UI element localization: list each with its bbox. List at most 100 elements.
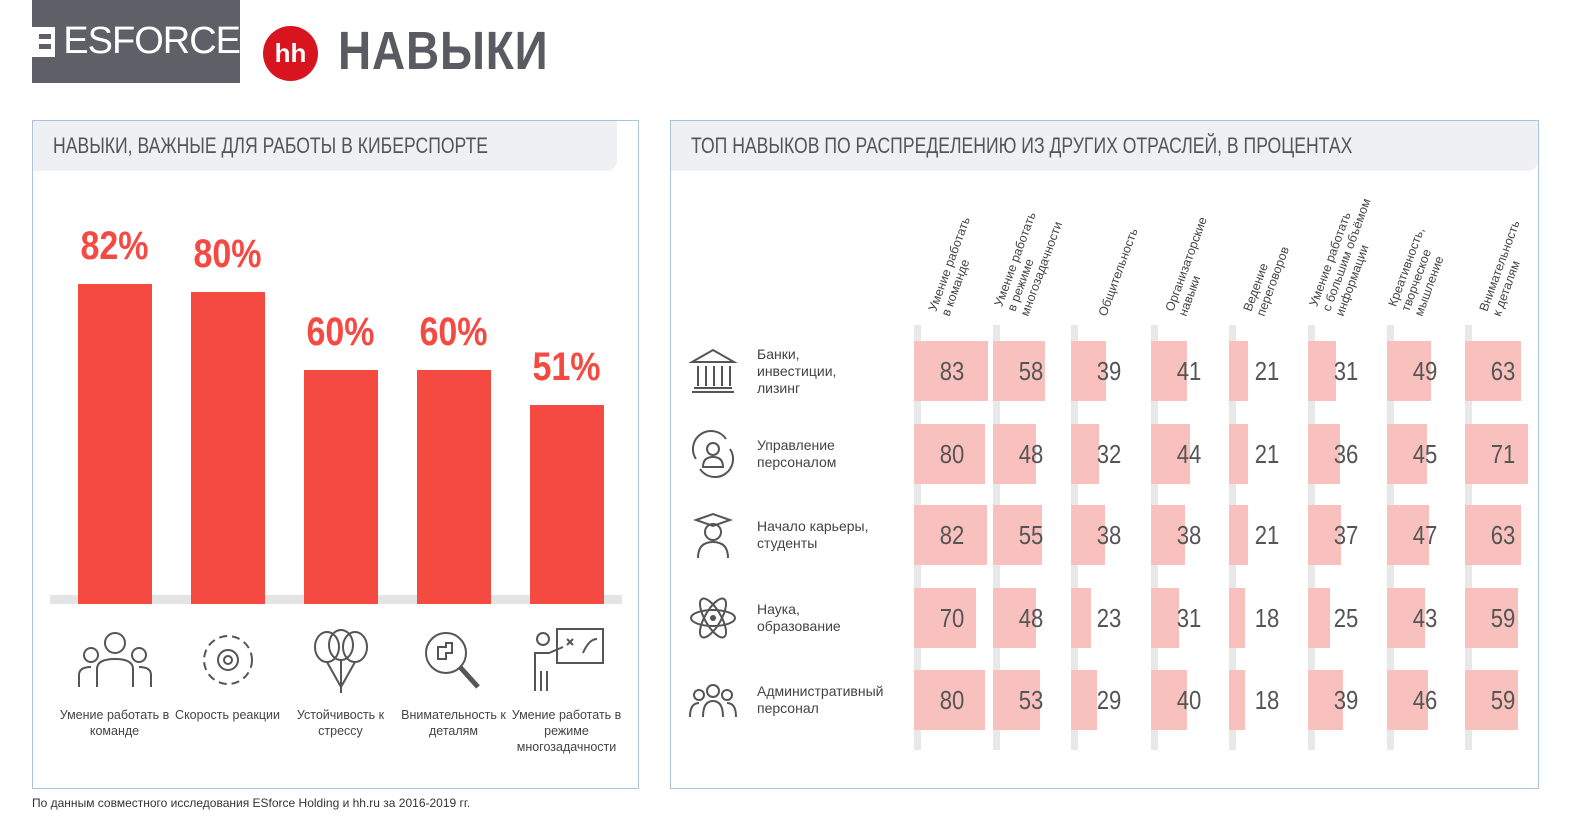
presenter-board-icon — [527, 625, 607, 695]
heatmap-cell — [1151, 424, 1191, 484]
bar — [78, 284, 152, 604]
left-panel-title: НАВЫКИ, ВАЖНЫЕ ДЛЯ РАБОТЫ В КИБЕРСПОРТЕ — [33, 121, 617, 171]
heatmap-cell — [1229, 341, 1248, 401]
row-label: Банки, инвестиции, лизинг — [757, 345, 837, 396]
heatmap-value: 63 — [1490, 520, 1516, 550]
bar-category-label: Внимательность к деталям — [401, 708, 506, 738]
heatmap-cell — [914, 424, 986, 484]
heatmap-value: 58 — [1018, 356, 1044, 386]
heatmap-value: 49 — [1412, 356, 1438, 386]
group-icon — [688, 675, 738, 725]
esforce-logo: ESFORCE — [32, 0, 241, 83]
heatmap-value: 32 — [1096, 439, 1122, 469]
heatmap-cell — [1387, 424, 1428, 484]
row-label: Управление персоналом — [757, 437, 837, 470]
heatmap-value: 83 — [939, 356, 965, 386]
heatmap-value: 31 — [1176, 603, 1202, 633]
heatmap-value: 45 — [1412, 439, 1438, 469]
hh-logo: hh — [263, 26, 318, 81]
heatmap-cell — [1071, 424, 1100, 484]
heatmap-cell — [1465, 670, 1518, 730]
heatmap-value: 47 — [1412, 520, 1438, 550]
heatmap-cell — [1229, 588, 1246, 648]
bar — [417, 370, 491, 604]
right-panel: ТОП НАВЫКОВ ПО РАСПРЕДЕЛЕНИЮ ИЗ ДРУГИХ О… — [670, 120, 1539, 789]
heatmap-cell — [1465, 424, 1529, 484]
footer-note: По данным совместного исследования ESfor… — [32, 796, 471, 810]
heatmap-cell — [1229, 505, 1248, 565]
heatmap-value: 63 — [1490, 356, 1516, 386]
heatmap-cell — [1308, 424, 1341, 484]
page-title: НАВЫКИ — [338, 21, 549, 81]
heatmap-value: 25 — [1333, 603, 1359, 633]
heatmap-cell — [1071, 670, 1097, 730]
graduate-icon — [688, 510, 738, 560]
heatmap-cell — [1151, 505, 1185, 565]
heatmap-value: 41 — [1176, 356, 1202, 386]
heatmap-cell — [993, 341, 1045, 401]
heatmap-value: 38 — [1176, 520, 1202, 550]
atom-icon — [688, 593, 738, 643]
heatmap-value: 29 — [1096, 685, 1122, 715]
bar — [304, 370, 378, 604]
heatmap-cell — [1387, 588, 1426, 648]
heatmap-cell — [1465, 341, 1522, 401]
heatmap-cell — [993, 505, 1042, 565]
heatmap-value: 71 — [1490, 439, 1516, 469]
row-label: Начало карьеры, студенты — [757, 518, 869, 551]
heatmap-value: 18 — [1254, 603, 1280, 633]
heatmap-value: 82 — [939, 520, 965, 550]
bank-icon — [688, 346, 738, 396]
heatmap-value: 39 — [1096, 356, 1122, 386]
heatmap-value: 48 — [1018, 603, 1044, 633]
bar-category-label: Умение работать в команде — [59, 708, 170, 738]
bar-category-label: Скорость реакции — [175, 708, 280, 722]
heatmap-value: 21 — [1254, 439, 1280, 469]
heatmap-cell — [1151, 588, 1179, 648]
esforce-e-icon — [32, 26, 56, 57]
heatmap-cell — [1387, 670, 1428, 730]
left-panel-title-text: НАВЫКИ, ВАЖНЫЕ ДЛЯ РАБОТЫ В КИБЕРСПОРТЕ — [53, 133, 488, 158]
heatmap-cell — [1071, 505, 1105, 565]
heatmap-cell — [1308, 670, 1343, 730]
bar — [530, 405, 604, 604]
heatmap-cell — [914, 505, 987, 565]
bar — [191, 292, 265, 604]
bar-category-label: Устойчивость к стрессу — [296, 708, 385, 738]
heatmap-value: 38 — [1096, 520, 1122, 550]
heatmap-cell — [1151, 341, 1188, 401]
heatmap-value: 23 — [1096, 603, 1122, 633]
heatmap-cell — [1387, 505, 1429, 565]
magnifier-puzzle-icon — [414, 625, 494, 695]
left-panel: НАВЫКИ, ВАЖНЫЕ ДЛЯ РАБОТЫ В КИБЕРСПОРТЕ — [32, 120, 639, 789]
heatmap-value: 70 — [939, 603, 965, 633]
heatmap-value: 39 — [1333, 685, 1359, 715]
heatmap-cell — [1308, 588, 1331, 648]
heatmap-value: 21 — [1254, 520, 1280, 550]
heatmap-value: 48 — [1018, 439, 1044, 469]
hr-person-cycle-icon — [688, 429, 738, 479]
heatmap-value: 43 — [1412, 603, 1438, 633]
row-label: Административный персонал — [757, 683, 884, 716]
heatmap-cell — [1071, 341, 1106, 401]
heatmap-value: 59 — [1490, 603, 1516, 633]
bar-value-label: 51% — [532, 345, 601, 390]
bar-category-label: Умение работать в режиме многозадачности — [511, 708, 622, 754]
heatmap-cell — [1387, 341, 1431, 401]
heatmap-value: 46 — [1412, 685, 1438, 715]
heatmap-cell — [1308, 505, 1341, 565]
bar-value-label: 60% — [419, 310, 488, 354]
heatmap-cell — [993, 670, 1041, 730]
heatmap-value: 55 — [1018, 520, 1044, 550]
heatmap-cell — [1465, 505, 1522, 565]
heatmap-value: 40 — [1176, 685, 1202, 715]
heatmap-cell — [914, 670, 986, 730]
right-panel-title-text: ТОП НАВЫКОВ ПО РАСПРЕДЕЛЕНИЮ ИЗ ДРУГИХ О… — [691, 133, 1353, 158]
right-panel-title: ТОП НАВЫКОВ ПО РАСПРЕДЕЛЕНИЮ ИЗ ДРУГИХ О… — [671, 121, 1538, 171]
heatmap-cell — [1151, 670, 1187, 730]
heatmap-value: 36 — [1333, 439, 1359, 469]
heatmap-value: 37 — [1333, 520, 1359, 550]
heatmap-value: 80 — [939, 439, 965, 469]
balloons-icon — [301, 625, 381, 695]
heatmap-cell — [1229, 424, 1248, 484]
